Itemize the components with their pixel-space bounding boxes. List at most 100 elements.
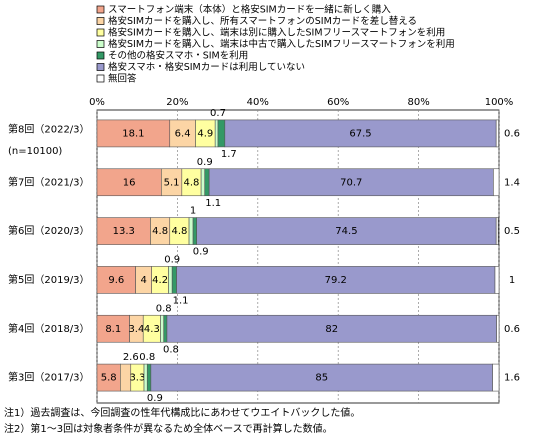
bar-segment [96,266,136,294]
x-tick-label: 0% [89,97,105,108]
value-label: 6.4 [175,128,191,139]
value-label: 1.1 [173,295,189,306]
x-tick-label: 40% [247,97,269,108]
bar-segment [214,119,219,148]
bar-segment [496,314,500,343]
bar-segment [492,363,500,392]
bar-segment [168,266,173,294]
value-label: 4.8 [171,226,187,237]
legend-label: 格安SIMカードを購入し、所有スマートフォンのSIMカードを差し替える [108,15,417,27]
value-label: 4.8 [152,226,168,237]
value-label: 1.6 [504,373,520,384]
legend-swatch [96,40,105,48]
value-label: 16 [123,177,136,188]
value-label: 4.2 [152,275,168,286]
bar-segment [188,217,194,245]
bar-segment [200,168,206,197]
value-label: 0.8 [163,344,179,355]
value-label: 0.8 [156,303,172,314]
value-label: 4.3 [144,324,160,335]
bar-segment [146,363,152,392]
bar-segment [143,363,148,392]
bar-segment [192,217,197,245]
legend-label: 格安SIMカードを購入し、端末は中古で購入したSIMフリースマートフォンを利用 [108,38,455,50]
x-tick-label: 100% [485,97,514,108]
value-label: 79.2 [325,275,347,286]
legend-label: スマートフォン端末（本体）と格安SIMカードを一緒に新しく購入 [108,4,391,16]
value-label: 1 [190,206,196,217]
value-label: 18.1 [122,128,144,139]
x-tick-label: 80% [407,97,429,108]
value-label: 3.4 [128,324,144,335]
note: 注1）過去調査は、今回調査の性年代構成比にあわせてウエイトバックした値。 [4,406,360,419]
legend-swatch [96,63,105,71]
category-label: 第6回（2020/3） [8,224,90,237]
bar-segment [150,363,493,392]
value-label: 1 [509,275,515,286]
value-label: 1.1 [205,198,221,209]
note: 注2）第1～3回は対象者条件が異なるため全体ベースで再計算した数値。 [4,422,333,435]
legend-swatch [96,5,105,14]
value-label: 0.9 [164,254,180,265]
value-label: 4 [140,275,146,286]
legend-label: その他の格安スマホ・SIMを利用 [108,50,248,62]
x-tick-label: 20% [166,97,188,108]
bar-segment [171,266,177,294]
category-label: 第3回（2017/3） [8,371,90,384]
x-tick-label: 60% [327,97,349,108]
value-label: 2.6 [123,352,139,363]
value-label: 0.9 [197,157,213,168]
bar-segment [96,314,130,343]
legend-swatch [96,17,105,25]
value-label: 82 [325,324,338,335]
bar-segment [224,119,497,148]
bar-segment [493,168,500,197]
bar-segment [160,314,165,343]
category-label: 第4回（2018/3） [8,322,90,335]
bar-segment [96,168,162,197]
legend-swatch [96,51,105,60]
value-label: 5.8 [101,373,117,384]
value-label: 4.8 [184,177,200,188]
value-label: 0.9 [193,247,209,258]
value-label: 9.6 [108,275,124,286]
value-label: 85 [315,373,328,384]
value-label: 0.9 [147,393,163,404]
value-label: 4.9 [197,128,213,139]
legend-swatch [96,28,105,37]
value-label: 0.7 [210,108,226,119]
bar-segment [196,217,497,245]
value-label: 0.6 [504,128,520,139]
value-label: 5.1 [164,177,180,188]
category-label: 第7回（2021/3） [8,175,90,188]
bar-segment [96,217,151,245]
value-label: 70.7 [340,177,362,188]
legend-label: 格安SIMカードを購入し、端末は別に購入したSIMフリースマートフォンを利用 [108,27,445,39]
bar-segment [96,119,171,148]
bar-segment [208,168,494,197]
value-label: 8.1 [105,324,121,335]
bar-segment [495,119,499,148]
value-label: 0.8 [139,352,155,363]
bar-segment [166,314,497,343]
category-label: 第8回（2022/3） [8,122,90,135]
plot-frame [96,109,500,404]
value-label: 13.3 [113,226,135,237]
value-label: 0.6 [504,324,520,335]
value-label: 1.7 [221,149,237,160]
value-label: 74.5 [335,226,357,237]
bar-segment [217,119,226,148]
category-label: 第5回（2019/3） [8,273,90,286]
bar-segment [163,314,168,343]
legend-label: 無回答 [108,73,137,85]
bar-segment [495,217,499,245]
value-label: 67.5 [349,128,371,139]
legend-swatch [96,74,105,83]
value-label: 1.4 [504,177,520,188]
bar-segment [494,266,500,294]
value-label: 0.5 [504,226,520,237]
n-label: (n=10100) [8,146,62,157]
bar-segment [176,266,496,294]
value-label: 3.3 [129,373,145,384]
bar-segment [204,168,210,197]
